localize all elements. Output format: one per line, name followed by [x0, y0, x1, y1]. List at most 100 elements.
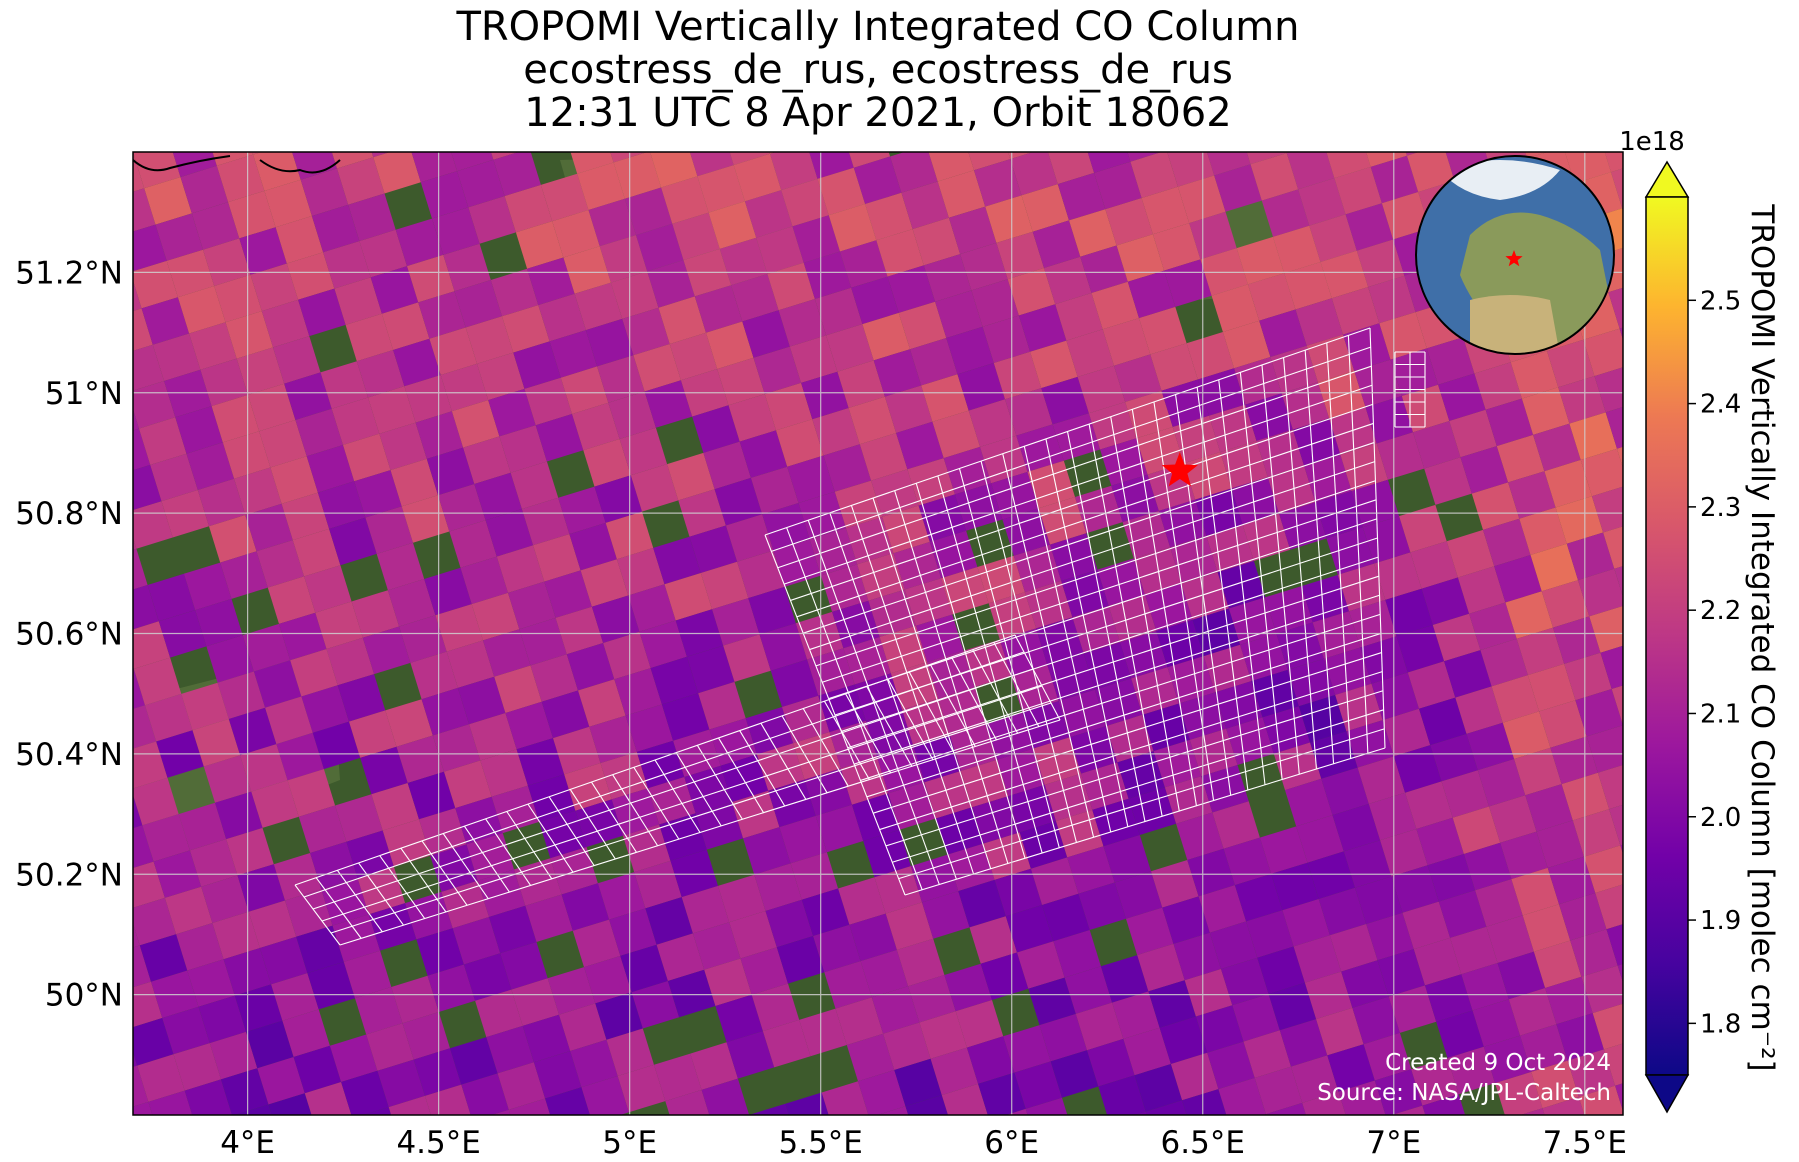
co-pixel [133, 945, 151, 988]
co-pixel [1298, 695, 1347, 743]
co-pixel [1355, 876, 1403, 924]
co-pixel [345, 313, 394, 362]
co-pixel [1284, 262, 1332, 310]
longitude-tick-label: 5°E [602, 1125, 657, 1161]
co-pixel [226, 827, 274, 876]
graticule [133, 152, 1623, 1115]
co-pixel [1380, 829, 1428, 877]
co-pixel [209, 515, 257, 563]
co-pixel [1555, 496, 1604, 544]
co-pixel [935, 290, 983, 338]
co-pixel [282, 1009, 330, 1057]
co-pixel [609, 908, 657, 956]
co-pixel [133, 668, 145, 709]
colorbar-ticks: 1.8 1.9 2.0 2.1 2.2 2.3 2.4 2.5 [1688, 286, 1741, 1039]
co-pixel [645, 897, 693, 945]
co-pixel [585, 318, 634, 367]
co-pixel [858, 1070, 906, 1115]
co-pixel [1318, 887, 1367, 936]
co-pixel [572, 919, 621, 968]
co-pixel [720, 754, 769, 803]
co-pixel [1315, 491, 1363, 539]
co-pixel [603, 631, 651, 680]
co-pixel [559, 1003, 607, 1051]
co-pixel [285, 889, 333, 937]
co-pixel [133, 308, 153, 351]
co-pixel [329, 1034, 378, 1082]
co-pixel [475, 989, 523, 1038]
co-pixel [851, 276, 899, 325]
co-pixel [1365, 396, 1413, 444]
co-pixel [692, 922, 741, 970]
co-pixel [770, 659, 819, 707]
footprint-line [866, 632, 1382, 798]
co-pixel [919, 1011, 967, 1059]
co-pixel [556, 1124, 604, 1162]
footprint-line [527, 803, 574, 873]
co-pixel [535, 414, 584, 462]
co-pixel [1192, 92, 1240, 140]
co-pixel [843, 637, 891, 685]
co-pixel [1360, 636, 1408, 684]
co-pixel [225, 311, 273, 359]
co-pixel [413, 1048, 462, 1096]
co-pixel [1434, 1131, 1482, 1162]
co-pixel [203, 755, 252, 803]
co-pixel [1273, 225, 1321, 274]
co-pixel [1578, 1085, 1623, 1115]
co-pixel [1025, 1097, 1068, 1115]
co-pixel [754, 863, 802, 911]
co-pixel [166, 249, 215, 298]
co-pixel [1136, 427, 1184, 475]
co-pixel [411, 152, 458, 183]
co-pixel [665, 1089, 710, 1115]
co-pixel [1520, 1108, 1545, 1115]
co-pixel [419, 808, 467, 856]
co-pixel [216, 154, 265, 203]
co-pixel [221, 1068, 269, 1115]
co-pixel [958, 879, 1006, 928]
footprint-line [815, 480, 1376, 667]
map-area [133, 92, 1623, 1162]
co-pixel [1243, 1030, 1291, 1078]
co-pixel [694, 285, 743, 333]
co-pixel [500, 942, 548, 990]
co-pixel [385, 699, 433, 747]
co-pixel [1595, 884, 1623, 930]
co-pixel [275, 216, 324, 264]
co-pixel [636, 223, 684, 272]
footprint-line [860, 613, 1381, 781]
co-pixel [1407, 661, 1456, 709]
co-pixel [1291, 1055, 1339, 1103]
co-pixel [1617, 446, 1623, 469]
co-pixel [527, 257, 575, 306]
co-pixel [1100, 438, 1148, 486]
co-pixel [1094, 678, 1143, 727]
co-pixel [1131, 667, 1179, 715]
co-pixel [1589, 606, 1623, 653]
colorbar-tick-label: 1.9 [1700, 906, 1741, 936]
co-pixel [1057, 172, 1106, 221]
colorbar: 1.8 1.9 2.0 2.1 2.2 2.3 2.4 2.5 1e18 TROPOMI Ve… [1619, 127, 1780, 1114]
co-pixel [1285, 778, 1333, 827]
footprint-line [760, 722, 807, 800]
co-pixel [315, 601, 363, 649]
co-pixel [457, 676, 506, 725]
co-pixel [317, 481, 366, 529]
co-pixel [885, 902, 934, 950]
co-pixel [483, 629, 531, 677]
co-pixel [1611, 685, 1623, 726]
co-pixel [519, 101, 567, 149]
co-pixel [1010, 152, 1058, 196]
co-pixel [1341, 960, 1389, 1008]
co-pixel [625, 704, 674, 752]
co-pixel [1368, 792, 1417, 841]
co-pixel [334, 277, 382, 325]
co-pixel [1195, 488, 1243, 536]
co-pixel [215, 791, 263, 840]
co-pixel [133, 1052, 138, 1067]
co-pixel [176, 923, 224, 971]
co-pixel [901, 181, 949, 230]
co-pixel [1502, 711, 1551, 759]
co-pixel [675, 93, 723, 141]
